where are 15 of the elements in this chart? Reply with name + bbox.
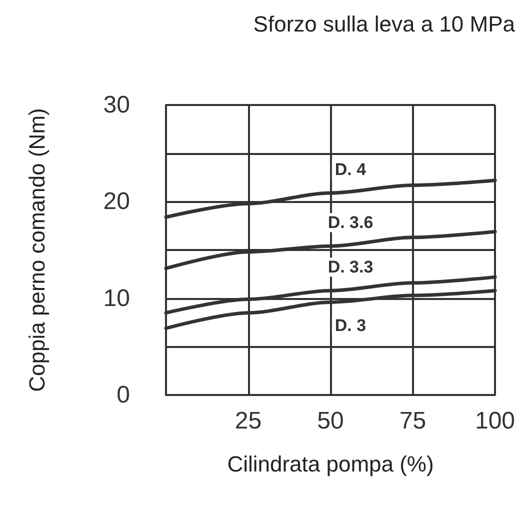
x-axis-title: Cilindrata pompa (%)	[227, 452, 434, 476]
y-tick-label: 30	[103, 92, 130, 118]
x-tick-label: 100	[474, 408, 516, 434]
x-tick-label: 25	[234, 408, 262, 434]
y-tick-label: 10	[103, 284, 130, 312]
series-label: D. 4	[334, 160, 367, 179]
y-tick-label: 20	[103, 188, 130, 216]
series-label: D. 3	[334, 316, 366, 336]
series-label: D. 3.6	[328, 213, 374, 232]
chart-title: Sforzo sulla leva a 10 MPa	[253, 12, 516, 36]
y-axis-title: Coppia perno comando (Nm)	[24, 108, 50, 392]
y-tick-label: 0	[116, 382, 130, 408]
series-label: D. 3.3	[328, 258, 374, 277]
x-tick-label: 75	[399, 408, 426, 434]
x-tick-label: 50	[317, 408, 344, 434]
